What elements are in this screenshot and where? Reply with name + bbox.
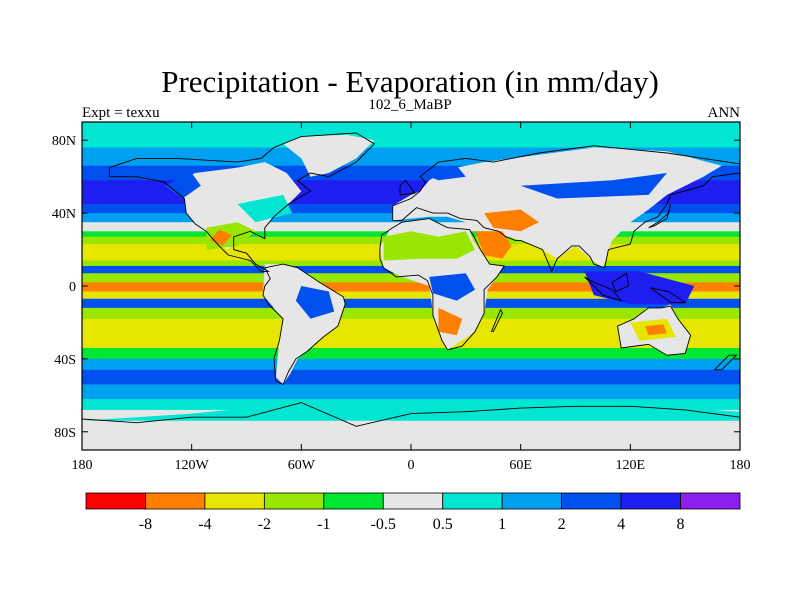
coastline-12 (490, 308, 503, 333)
colorbar-label-1: -4 (198, 516, 211, 533)
zonal-band-16 (82, 307, 740, 320)
colorbar-label-2: -2 (258, 516, 271, 533)
colorbar-box-7 (501, 492, 563, 510)
coastline-4 (617, 305, 692, 356)
zonal-band-14 (82, 291, 740, 300)
x-tick-label-0: 180 (72, 458, 93, 473)
colorbar-label-9: 8 (677, 516, 685, 533)
colorbar-box-0 (85, 492, 146, 510)
coastline-3 (379, 218, 505, 351)
colorbar-box-5 (382, 492, 444, 510)
x-tick-label-1: 120W (175, 458, 210, 473)
region-indonesia-blue (584, 271, 695, 305)
colorbar-box-10 (680, 492, 741, 510)
region-australia-orange (645, 324, 667, 336)
coastline-11 (399, 179, 416, 196)
y-tick-label-3: 40S (54, 353, 76, 368)
season-label: ANN (708, 105, 741, 121)
coastline-10 (714, 354, 738, 371)
map-field (82, 122, 740, 450)
zonal-band-22 (82, 398, 740, 411)
coastline-8 (650, 287, 687, 303)
x-tick-label-6: 180 (730, 458, 751, 473)
y-tick-label-4: 80S (54, 426, 76, 441)
colorbar-label-5: 0.5 (433, 516, 453, 533)
colorbar-label-0: -8 (139, 516, 152, 533)
region-scandinavia-blue (420, 165, 466, 181)
region-siberia-blue (520, 173, 667, 199)
x-tick-label-4: 60E (509, 458, 532, 473)
zonal-band-21 (82, 384, 740, 400)
coastline-0 (108, 132, 376, 272)
region-antarctic-coast-cyan (82, 402, 740, 421)
coastlines (82, 132, 740, 427)
colorbar-box-6 (442, 492, 503, 510)
coastline-6 (584, 276, 623, 302)
colorbar-label-4: -0.5 (371, 516, 396, 533)
experiment-label: Expt = texxu (82, 105, 160, 121)
region-sahara-green (383, 231, 475, 261)
coastline-1 (262, 263, 346, 386)
region-nw-america-blue (164, 173, 201, 199)
region-south-africa-orange (438, 307, 463, 336)
colorbar-label-3: -1 (317, 516, 330, 533)
region-greenland (283, 134, 375, 177)
period-label: 102_6_MaBP (368, 97, 451, 113)
coastline-2 (392, 145, 740, 273)
colorbar: -8 -4 -2 -1 -0.5 0.5 1 2 4 8 (85, 492, 741, 533)
x-tick-label-5: 120E (616, 458, 646, 473)
colorbar-box-8 (561, 492, 622, 510)
x-tick-label-3: 0 (408, 458, 415, 473)
zonal-band-18 (82, 347, 740, 360)
coastline-9 (648, 203, 671, 229)
coastline-5 (82, 402, 740, 427)
region-east-na-cyan (237, 194, 293, 223)
x-tick-label-2: 60W (288, 458, 316, 473)
colorbar-box-2 (204, 492, 265, 510)
coastline-7 (611, 272, 629, 293)
zonal-band-19 (82, 358, 740, 371)
region-central-africa-blue (429, 273, 475, 301)
colorbar-label-8: 4 (617, 516, 625, 533)
zonal-band-13 (82, 282, 740, 293)
y-tick-label-0: 80N (52, 134, 76, 149)
colorbar-box-4 (323, 492, 384, 510)
y-tick-label-2: 0 (69, 280, 76, 295)
zonal-band-20 (82, 369, 740, 385)
region-arabia-orange (475, 231, 512, 259)
colorbar-box-9 (620, 492, 681, 510)
region-sa-east-blue (295, 286, 335, 319)
region-central-asia-orange (484, 209, 539, 232)
y-tick-label-1: 40N (52, 207, 76, 222)
chart-title: Precipitation - Evaporation (in mm/day) (161, 64, 659, 99)
zonal-band-15 (82, 298, 740, 309)
colorbar-box-3 (263, 492, 325, 510)
colorbar-box-1 (145, 492, 206, 510)
colorbar-label-6: 1 (498, 516, 506, 533)
colorbar-label-7: 2 (558, 516, 566, 533)
axis-ticks: 180 120W 60W 0 60E 120E 180 80N 40N 0 40S 80S (52, 122, 751, 473)
